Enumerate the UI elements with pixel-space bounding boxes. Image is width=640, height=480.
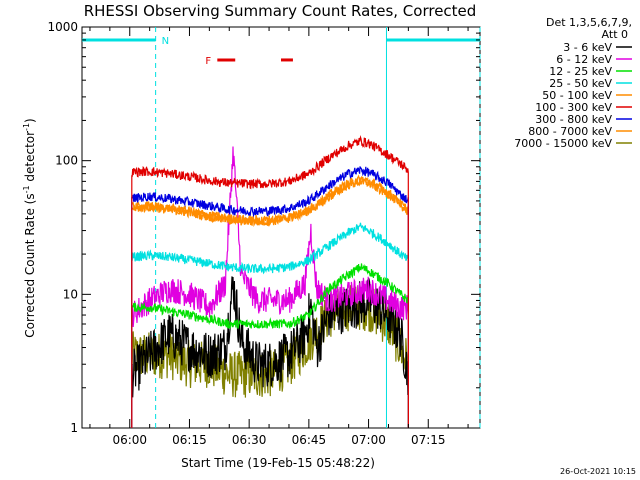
legend-item-label: 12 - 25 keV xyxy=(549,65,612,78)
x-axis-label: Start Time (19-Feb-15 05:48:22) xyxy=(181,456,375,470)
y-axis-label-exp-1: -1 xyxy=(22,185,31,193)
y-tick-label: 100 xyxy=(55,154,78,168)
x-axis: 06:00 06:15 06:30 06:45 07:00 07:15 xyxy=(89,27,469,447)
legend-item-label: 800 - 7000 keV xyxy=(528,125,612,138)
legend-header-detectors: Det 1,3,5,6,7,9, xyxy=(546,16,632,29)
x-tick-label: 06:00 xyxy=(112,433,147,447)
series-line-800-7000-kev xyxy=(131,176,409,429)
y-tick-label: 10 xyxy=(63,287,78,301)
legend-item-label: 6 - 12 keV xyxy=(556,53,612,66)
y-axis-label-exp-2: -1 xyxy=(22,123,31,131)
series-line-25-50-kev xyxy=(131,222,409,429)
legend-item-label: 300 - 800 keV xyxy=(535,113,612,126)
x-tick-label: 07:15 xyxy=(411,433,446,447)
x-tick-label: 06:15 xyxy=(172,433,207,447)
y-tick-label: 1000 xyxy=(47,20,78,34)
legend-header-attenuator: Att 0 xyxy=(602,28,628,41)
x-tick-label: 06:45 xyxy=(292,433,327,447)
series-line-50-100-kev xyxy=(131,174,409,429)
y-axis-label-part-1: Corrected Count Rate (s xyxy=(23,193,37,337)
chart-title: RHESSI Observing Summary Count Rates, Co… xyxy=(84,2,477,20)
flare-label: F xyxy=(205,56,211,67)
flare-annotation-layer: F xyxy=(205,56,293,67)
legend-item-label: 25 - 50 keV xyxy=(549,77,612,90)
series-line-6-12-kev xyxy=(131,146,409,429)
y-axis-label-part-3: ) xyxy=(23,118,37,123)
y-axis-label: Corrected Count Rate (s-1 detector-1) xyxy=(22,118,37,337)
legend-item-label: 50 - 100 keV xyxy=(542,89,612,102)
series-line-12-25-kev xyxy=(131,263,409,429)
legend-item-label: 3 - 6 keV xyxy=(563,41,612,54)
legend-item-label: 7000 - 15000 keV xyxy=(514,137,612,150)
x-tick-label: 07:00 xyxy=(351,433,386,447)
plot-area: N F xyxy=(81,26,481,429)
y-axis-label-part-2: detector xyxy=(23,131,37,186)
y-tick-label: 1 xyxy=(70,421,78,435)
series-layer xyxy=(131,135,409,429)
x-tick-label: 06:30 xyxy=(232,433,267,447)
night-label: N xyxy=(162,36,169,47)
y-axis: 1 10 100 1000 xyxy=(47,20,480,435)
series-line-100-300-kev xyxy=(131,135,409,429)
legend-item-label: 100 - 300 keV xyxy=(535,101,612,114)
timestamp: 26-Oct-2021 10:15 xyxy=(560,467,636,476)
series-line-300-800-kev xyxy=(131,166,409,429)
